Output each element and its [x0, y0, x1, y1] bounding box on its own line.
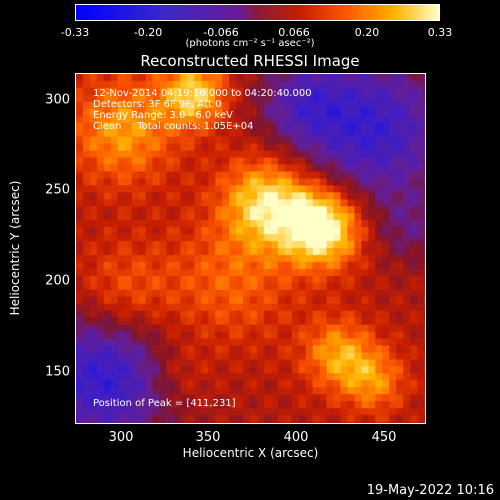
annotation-energy: Energy Range: 3.0 - 6.0 keV: [93, 110, 233, 121]
annotation-counts: Clean Total counts: 1.05E+04: [93, 121, 254, 132]
annotation-time: 12-Nov-2014 04:19:16.000 to 04:20:40.000: [93, 88, 312, 99]
annotation-detectors: Detectors: 3F 6F 9F, Att 0: [93, 99, 222, 110]
colorbar: [75, 4, 440, 21]
y-tick-label: 200: [45, 273, 70, 289]
x-tick-label: 400: [283, 430, 309, 445]
plot-area: 12-Nov-2014 04:19:16.000 to 04:20:40.000…: [75, 73, 426, 424]
heatmap-image: [76, 74, 425, 423]
y-axis-label: Heliocentric Y (arcsec): [8, 180, 22, 316]
annotation-peak: Position of Peak = [411,231]: [93, 398, 236, 409]
colorbar-tick-label: 0.33: [427, 26, 453, 39]
x-tick-label: 300: [108, 430, 134, 445]
colorbar-tick-label: 0.20: [354, 26, 380, 39]
x-tick-label: 350: [195, 430, 221, 445]
y-tick-label: 150: [45, 364, 70, 380]
colorbar-units: (photons cm⁻² s⁻¹ asec⁻²): [185, 38, 315, 49]
x-axis-label: Heliocentric X (arcsec): [182, 446, 319, 460]
y-tick-label: 250: [45, 182, 70, 198]
x-tick-label: 450: [371, 430, 397, 445]
chart-title: Reconstructed RHESSI Image: [140, 52, 360, 70]
colorbar-tick-label: 0.066: [278, 26, 310, 39]
timestamp: 19-May-2022 10:16: [366, 483, 494, 498]
colorbar-tick-label: -0.20: [133, 26, 163, 39]
y-tick-label: 300: [45, 92, 70, 108]
colorbar-tick-label: -0.33: [60, 26, 90, 39]
colorbar-tick-label: -0.066: [203, 26, 239, 39]
